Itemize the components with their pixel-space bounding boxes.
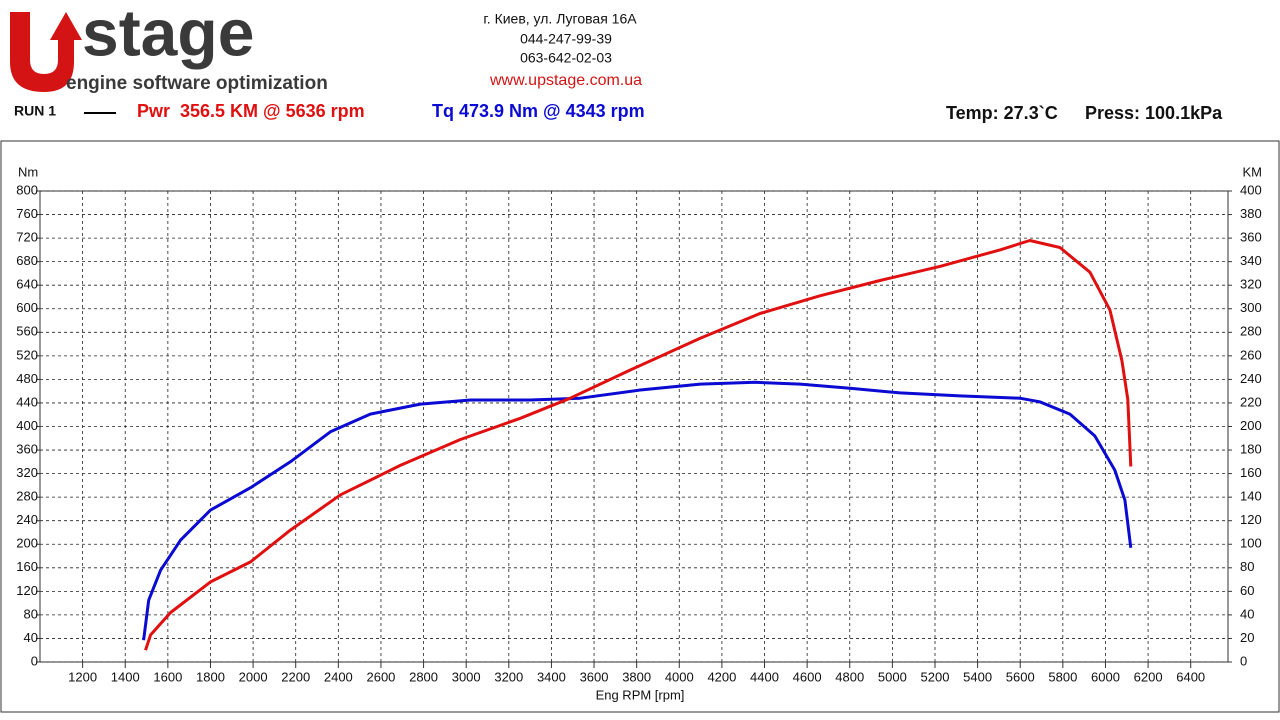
y2-tick-label: 220	[1240, 394, 1262, 409]
x-tick-label: 2000	[239, 669, 268, 684]
y2-tick-label: 40	[1240, 606, 1254, 621]
series-line	[144, 239, 1133, 651]
press: Press: 100.1kPa	[1085, 103, 1223, 123]
y-tick-label: 160	[16, 559, 38, 574]
y-tick-label: 720	[16, 230, 38, 245]
x-tick-label: 1400	[111, 669, 140, 684]
y-tick-label: 640	[16, 277, 38, 292]
y-tick-label: 680	[16, 253, 38, 268]
x-tick-label: 3200	[494, 669, 523, 684]
y-tick-label: 80	[24, 606, 38, 621]
y2-tick-label: 120	[1240, 512, 1262, 527]
y2-tick-label: 360	[1240, 230, 1262, 245]
x-tick-label: 3400	[537, 669, 566, 684]
y2-tick-label: 20	[1240, 630, 1254, 645]
x-tick-label: 4800	[835, 669, 864, 684]
x-tick-label: 1800	[196, 669, 225, 684]
y-tick-label: 520	[16, 347, 38, 362]
y-tick-label: 480	[16, 371, 38, 386]
phone: 063-642-02-03	[520, 50, 612, 66]
x-tick-label: 5200	[921, 669, 950, 684]
y-axis-label: Nm	[18, 164, 38, 179]
y2-tick-label: 380	[1240, 206, 1262, 221]
y-tick-label: 440	[16, 394, 38, 409]
y2-tick-label: 340	[1240, 253, 1262, 268]
x-tick-label: 5400	[963, 669, 992, 684]
y-tick-label: 40	[24, 630, 38, 645]
x-tick-label: 4000	[665, 669, 694, 684]
x-tick-label: 1600	[153, 669, 182, 684]
y-tick-label: 760	[16, 206, 38, 221]
x-tick-label: 3600	[580, 669, 609, 684]
phone: 044-247-99-39	[520, 31, 612, 47]
y2-tick-label: 240	[1240, 371, 1262, 386]
x-tick-label: 6400	[1176, 669, 1205, 684]
power-peak: Pwr 356.5 KM @ 5636 rpm	[137, 101, 365, 121]
y2-tick-label: 100	[1240, 536, 1262, 551]
y-tick-label: 280	[16, 489, 38, 504]
tagline: engine software optimization	[66, 73, 328, 94]
x-tick-label: 4400	[750, 669, 779, 684]
address: г. Киев, ул. Луговая 16А	[483, 11, 637, 27]
x-tick-label: 2400	[324, 669, 353, 684]
y2-tick-label: 320	[1240, 277, 1262, 292]
x-tick-label: 5600	[1006, 669, 1035, 684]
y2-tick-label: 0	[1240, 653, 1247, 668]
y-tick-label: 0	[31, 653, 38, 668]
y-tick-label: 320	[16, 465, 38, 480]
url: www.upstage.com.ua	[489, 72, 642, 89]
chart-frame	[0, 140, 1280, 713]
x-tick-label: 2200	[281, 669, 310, 684]
y2-tick-label: 140	[1240, 489, 1262, 504]
temp: Temp: 27.3`C	[946, 103, 1058, 123]
y2-tick-label: 400	[1240, 182, 1262, 197]
x-tick-label: 3800	[622, 669, 651, 684]
y-tick-label: 600	[16, 300, 38, 315]
torque-peak: Tq 473.9 Nm @ 4343 rpm	[432, 101, 645, 121]
y-tick-label: 120	[16, 583, 38, 598]
x-tick-label: 1200	[68, 669, 97, 684]
y-tick-label: 200	[16, 536, 38, 551]
y-tick-label: 240	[16, 512, 38, 527]
y2-tick-label: 200	[1240, 418, 1262, 433]
x-tick-label: 6200	[1134, 669, 1163, 684]
y2-tick-label: 180	[1240, 441, 1262, 456]
run-label: RUN 1	[14, 103, 56, 119]
y2-tick-label: 260	[1240, 347, 1262, 362]
x-tick-label: 6000	[1091, 669, 1120, 684]
x-tick-label: 2600	[366, 669, 395, 684]
x-tick-label: 4600	[793, 669, 822, 684]
logo-mark	[10, 12, 82, 92]
x-tick-label: 5000	[878, 669, 907, 684]
y-tick-label: 800	[16, 182, 38, 197]
x-tick-label: 4200	[707, 669, 736, 684]
x-axis-label: Eng RPM [rpm]	[596, 687, 685, 702]
y-tick-label: 560	[16, 324, 38, 339]
y2-tick-label: 300	[1240, 300, 1262, 315]
x-tick-label: 2800	[409, 669, 438, 684]
y2-tick-label: 160	[1240, 465, 1262, 480]
y2-tick-label: 60	[1240, 583, 1254, 598]
x-tick-label: 5800	[1048, 669, 1077, 684]
y2-tick-label: 80	[1240, 559, 1254, 574]
y-tick-label: 360	[16, 441, 38, 456]
logo-text: stage	[82, 0, 254, 69]
y2-axis-label: KM	[1243, 164, 1263, 179]
y-tick-label: 400	[16, 418, 38, 433]
series-line	[142, 380, 1133, 641]
x-tick-label: 3000	[452, 669, 481, 684]
y2-tick-label: 280	[1240, 324, 1262, 339]
